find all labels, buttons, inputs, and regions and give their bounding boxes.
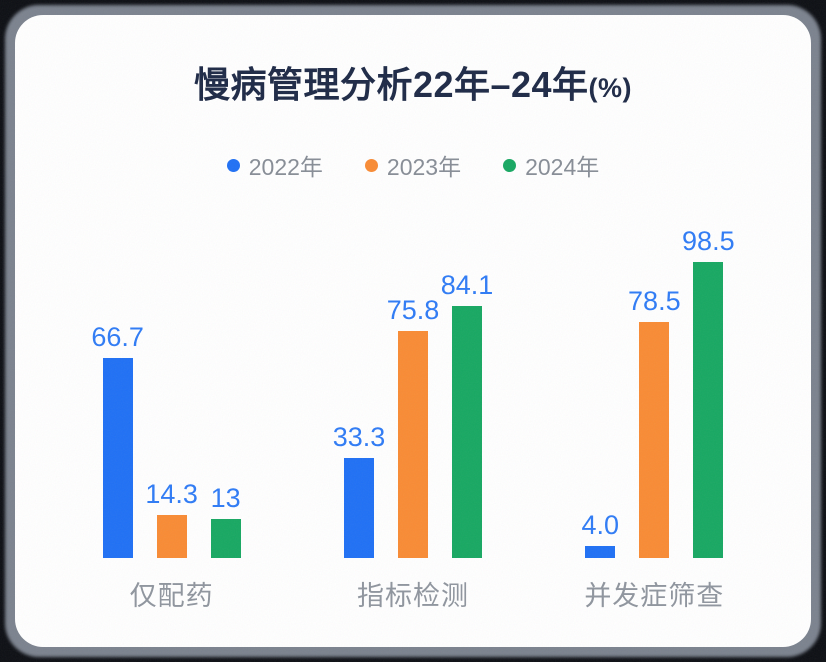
- bar-cluster: 33.3 75.8 84.1: [332, 214, 494, 558]
- bar: [210, 519, 241, 558]
- legend-dot-icon: [503, 158, 517, 172]
- chart-title-suffix: (%): [588, 73, 633, 103]
- bar-cluster: 4.0 78.5 98.5: [573, 214, 735, 558]
- legend-dot-icon: [364, 158, 378, 172]
- bar-value-label: 4.0: [581, 510, 620, 540]
- bar-value-label: 14.3: [145, 479, 198, 509]
- bar: [343, 458, 374, 558]
- bar: [451, 306, 482, 558]
- legend-item: 2023年: [364, 148, 462, 182]
- bar-value-label: 66.7: [91, 322, 144, 352]
- bar-with-label: 14.3: [145, 479, 199, 558]
- bar-with-label: 4.0: [573, 510, 627, 558]
- legend-label: 2024年: [525, 154, 600, 180]
- bar-with-label: 33.3: [332, 422, 386, 558]
- bar: [156, 515, 187, 558]
- category-label: 仅配药: [129, 581, 214, 611]
- bar-with-label: 75.8: [386, 295, 440, 558]
- legend-label: 2022年: [248, 154, 323, 180]
- bar-with-label: 13: [199, 483, 253, 558]
- bar-with-label: 98.5: [681, 226, 735, 558]
- chart-legend: 2022年 2023年 2024年: [15, 150, 811, 180]
- bar-plot: 66.7 14.3 13 仅配药 33.3 75.8 84.1 指标检测 4.0 78.5 98.5…: [15, 214, 811, 613]
- bar-value-label: 33.3: [332, 422, 386, 452]
- bar: [693, 262, 724, 558]
- bar-group: 66.7 14.3 13 仅配药: [51, 214, 292, 613]
- bar-with-label: 66.7: [91, 322, 145, 558]
- legend-item: 2024年: [503, 148, 599, 182]
- bar-value-label: 84.1: [440, 270, 494, 300]
- bar: [639, 322, 670, 558]
- bar: [585, 546, 616, 558]
- chart-title-main: 慢病管理分析22年–24年: [193, 64, 589, 105]
- bar: [397, 331, 428, 558]
- bar-value-label: 13: [210, 483, 241, 513]
- bar-value-label: 98.5: [682, 226, 735, 256]
- bar-with-label: 78.5: [627, 286, 681, 558]
- legend-label: 2023年: [386, 154, 462, 180]
- bar-value-label: 75.8: [386, 295, 440, 325]
- chart-card: 慢病管理分析22年–24年(%) 2022年 2023年 2024年 66.7 14.…: [15, 15, 811, 647]
- bar-cluster: 66.7 14.3 13: [91, 214, 253, 558]
- bar-value-label: 78.5: [628, 286, 681, 316]
- chart-title: 慢病管理分析22年–24年(%): [15, 63, 811, 110]
- bar-with-label: 84.1: [440, 270, 494, 558]
- legend-dot-icon: [226, 158, 240, 172]
- bar-group: 33.3 75.8 84.1 指标检测: [292, 214, 533, 613]
- category-label: 指标检测: [356, 581, 469, 611]
- legend-item: 2022年: [226, 148, 323, 182]
- category-label: 并发症筛查: [584, 581, 725, 611]
- bar-group: 4.0 78.5 98.5 并发症筛查: [534, 214, 775, 613]
- bar: [102, 358, 133, 558]
